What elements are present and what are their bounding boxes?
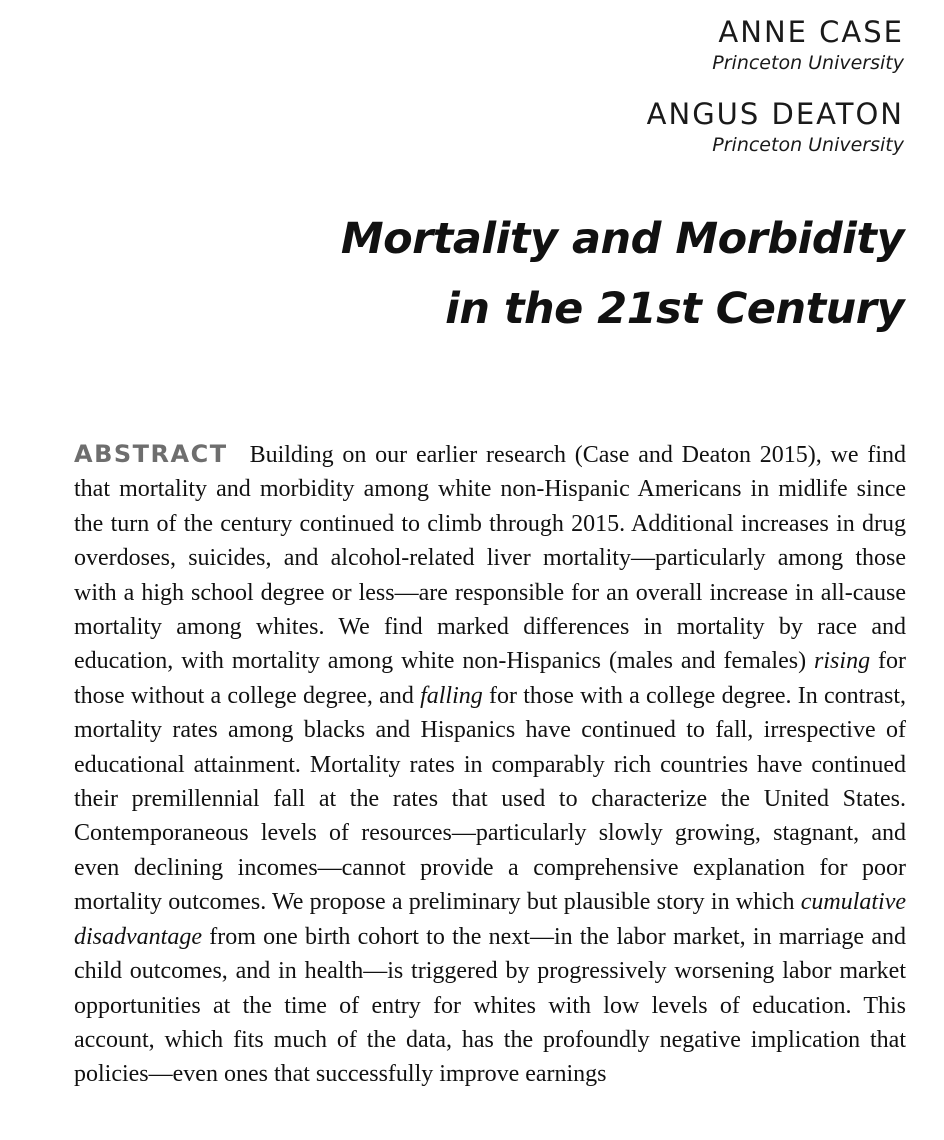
- abstract-emphasis-rising: rising: [814, 648, 871, 675]
- author-name: ANNE CASE: [718, 15, 904, 49]
- abstract-text-2: for those without a college degree, and: [74, 648, 906, 709]
- abstract-text-3: for those with a college degree. In cont…: [74, 682, 906, 916]
- abstract-text-4: from one birth cohort to the next—in the…: [74, 923, 906, 1088]
- author-name: ANGUS DEATON: [646, 97, 904, 131]
- author-affiliation: Princeton University: [712, 134, 904, 156]
- author-list: ANNE CASE Princeton University ANGUS DEA…: [647, 14, 904, 158]
- author-affiliation: Princeton University: [712, 52, 904, 74]
- abstract-emphasis-falling: falling: [420, 682, 483, 709]
- abstract-text-1: Building on our earlier research (Case a…: [74, 442, 906, 675]
- paper-title: Mortality and Morbidity in the 21st Cent…: [340, 204, 905, 344]
- abstract-paragraph: ABSTRACT Building on our earlier research…: [74, 437, 906, 1092]
- abstract-emphasis-cumulative-disadvantage: cumulative disadvantage: [74, 889, 906, 950]
- abstract-label: ABSTRACT: [74, 440, 228, 468]
- title-line-1: Mortality and Morbidity: [340, 214, 905, 264]
- title-line-2: in the 21st Century: [445, 284, 904, 334]
- author-block-deaton: ANGUS DEATON Princeton University: [647, 96, 904, 158]
- author-block-case: ANNE CASE Princeton University: [647, 14, 904, 76]
